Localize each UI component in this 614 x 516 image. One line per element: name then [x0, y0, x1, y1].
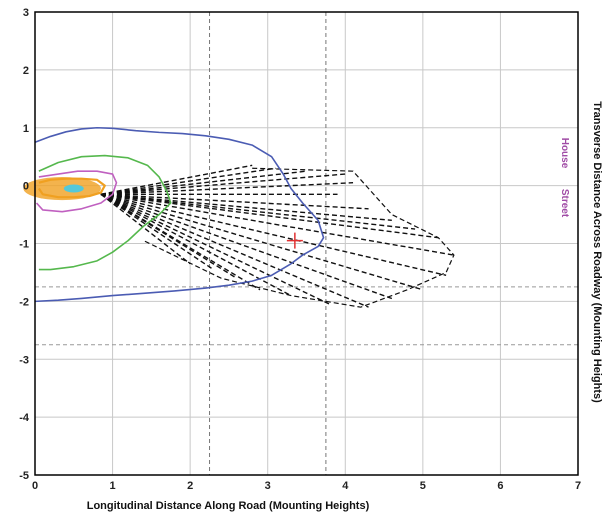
beam-pattern: [100, 164, 455, 308]
beam-trace: [100, 193, 238, 279]
x-tick-label: 0: [32, 480, 38, 492]
y-tick-label: 2: [23, 65, 29, 77]
plot-frame: [34, 11, 579, 476]
y-tick-label: -2: [19, 296, 29, 308]
y-axis-title: Transverse Distance Across Roadway (Moun…: [591, 101, 603, 403]
beam-trace: [100, 193, 214, 271]
y-tick-label: 3: [23, 7, 29, 19]
y-tick-label: 0: [23, 181, 29, 193]
series-line-1: [38, 154, 172, 271]
core-blob: [23, 176, 101, 201]
beam-trace: [100, 193, 455, 256]
y-tick-label: -1: [19, 239, 29, 251]
y-tick-label: -5: [19, 470, 29, 482]
beam-trace: [100, 193, 447, 277]
series-line-2: [35, 170, 118, 213]
legend-house: House: [559, 138, 570, 169]
y-tick-label: -4: [19, 412, 30, 424]
reference-lines: [35, 12, 578, 475]
beam-trace: [100, 193, 191, 265]
beam-trace: [100, 182, 354, 196]
beam-envelope: [143, 167, 455, 308]
center-marker: [286, 232, 303, 249]
beam-trace: [100, 193, 416, 230]
legend-street: Street: [559, 189, 570, 218]
x-tick-label: 2: [187, 480, 193, 492]
x-tick-label: 1: [110, 480, 116, 492]
beam-trace: [100, 193, 331, 305]
beam-trace: [100, 164, 253, 195]
beam-trace: [100, 193, 392, 222]
grid: [35, 12, 578, 475]
beam-trace: [100, 170, 307, 196]
x-tick-label: 6: [497, 480, 503, 492]
x-axis-title: Longitudinal Distance Along Road (Mounti…: [87, 500, 370, 512]
beam-trace: [100, 193, 369, 210]
x-tick-label: 3: [265, 480, 271, 492]
x-tick-label: 7: [575, 480, 581, 492]
core-highlight: [63, 184, 84, 193]
beam-trace: [100, 193, 261, 291]
beam-trace: [100, 173, 346, 196]
series-line-0: [34, 126, 325, 303]
y-tick-label: -3: [19, 354, 29, 366]
series-lines: [23, 126, 325, 303]
x-tick-label: 5: [420, 480, 426, 492]
beam-trace: [100, 193, 393, 300]
beam-trace: [100, 193, 439, 239]
beam-trace: [100, 167, 276, 195]
y-tick-label: 1: [23, 123, 29, 135]
y-tick-labels: 3 2 1 0 -1 -2 -3 -4 -5: [19, 7, 30, 482]
x-tick-labels: 0 1 2 3 4 5 6 7: [32, 480, 581, 492]
beam-trace: [100, 193, 369, 308]
x-tick-label: 4: [342, 480, 349, 492]
